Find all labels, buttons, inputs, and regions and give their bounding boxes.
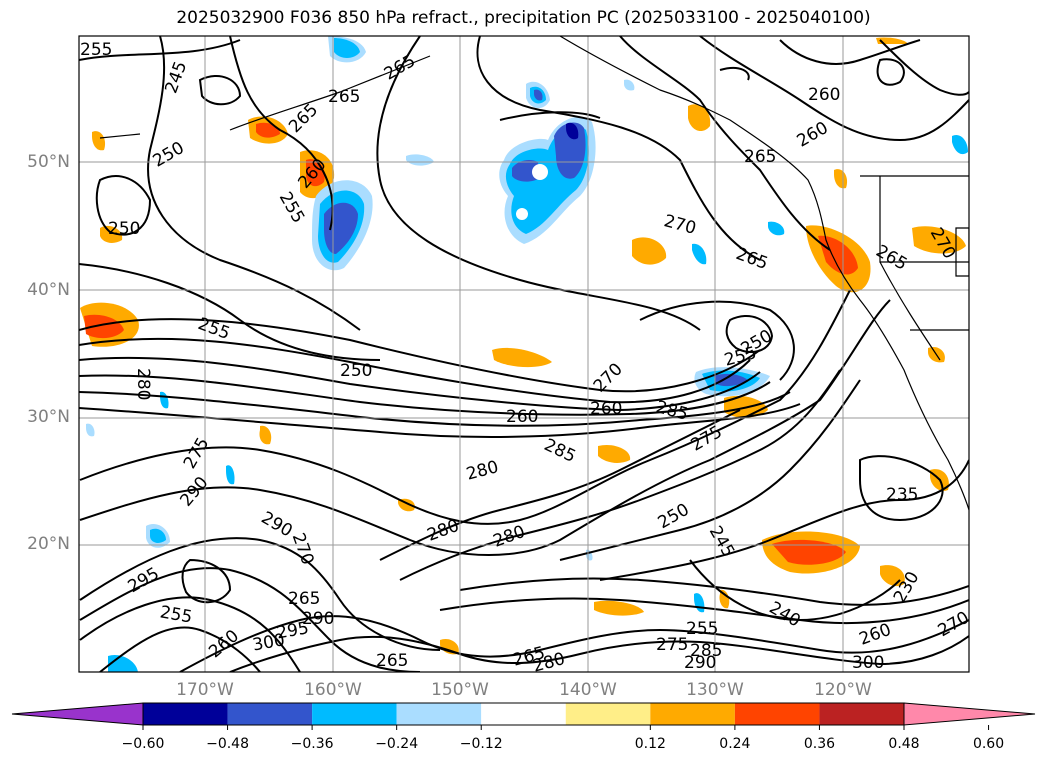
- coastline: [99, 36, 969, 511]
- refractivity-contours: [79, 36, 969, 672]
- contour-label: 250: [108, 219, 140, 239]
- contour-label: 255: [80, 40, 112, 60]
- colorbar-tick-label: −0.60: [121, 736, 165, 752]
- colorbar-bin: [565, 703, 651, 725]
- colorbar-bin: [312, 703, 397, 725]
- lon-label: 170°W: [176, 680, 234, 700]
- lon-label: 120°W: [814, 680, 872, 700]
- colorbar-bin: [143, 703, 228, 725]
- colorbar-tick-label: −0.48: [206, 736, 249, 752]
- graticule: [79, 36, 969, 672]
- contour-label: 275: [656, 635, 688, 655]
- lat-label: 40°N: [27, 280, 70, 300]
- lon-label: 160°W: [304, 680, 362, 700]
- colorbar: [11, 702, 1036, 730]
- contour-label: 280: [133, 368, 153, 400]
- colorbar-bin: [819, 703, 904, 725]
- contour-label: 250: [340, 361, 372, 381]
- colorbar-tick-label: 0.24: [719, 736, 751, 752]
- lat-label: 20°N: [27, 534, 70, 554]
- lon-label: 130°W: [686, 680, 744, 700]
- colorbar-tick-label: 0.36: [803, 736, 836, 752]
- lon-label: 140°W: [559, 680, 617, 700]
- colorbar-bin: [650, 703, 735, 725]
- contour-label: 285: [690, 641, 722, 661]
- colorbar-tick-label: −0.36: [290, 736, 334, 752]
- colorbar-bin: [734, 703, 820, 725]
- contour-label: 265: [376, 651, 408, 671]
- contour-label: 265: [328, 87, 360, 107]
- contour-label: 260: [590, 399, 622, 419]
- contour-label: 265: [744, 147, 776, 167]
- contour-label: 235: [886, 485, 918, 505]
- colorbar-bin: [481, 703, 566, 725]
- map-content: 255 245 265 265 265 250 260 255 250 260 …: [79, 36, 969, 677]
- contour-label: 280: [531, 649, 568, 677]
- colorbar-tick-label: 0.60: [972, 736, 1005, 752]
- lat-label: 50°N: [27, 152, 70, 172]
- map-border: [78, 35, 970, 673]
- contour-label: 260: [808, 85, 840, 105]
- colorbar-left-extension: [11, 702, 144, 726]
- colorbar-tick-label: −0.24: [375, 736, 419, 752]
- colorbar-bin: [396, 703, 482, 725]
- colorbar-tick-label: 0.12: [634, 736, 666, 752]
- colorbar-bin: [227, 703, 313, 725]
- colorbar-tick-label: 0.48: [888, 736, 920, 752]
- lon-label: 150°W: [431, 680, 489, 700]
- colorbar-tick-label: −0.12: [459, 736, 503, 752]
- contour-label: 260: [506, 407, 538, 427]
- contour-label: 255: [686, 619, 718, 639]
- contour-label: 265: [288, 589, 320, 609]
- contour-label: 290: [684, 653, 716, 673]
- contour-label: 290: [302, 609, 334, 629]
- colorbar-right-extension: [903, 702, 1036, 726]
- map-title: 2025032900 F036 850 hPa refract., precip…: [176, 8, 871, 28]
- contour-label: 300: [852, 653, 884, 673]
- lat-label: 30°N: [27, 407, 70, 427]
